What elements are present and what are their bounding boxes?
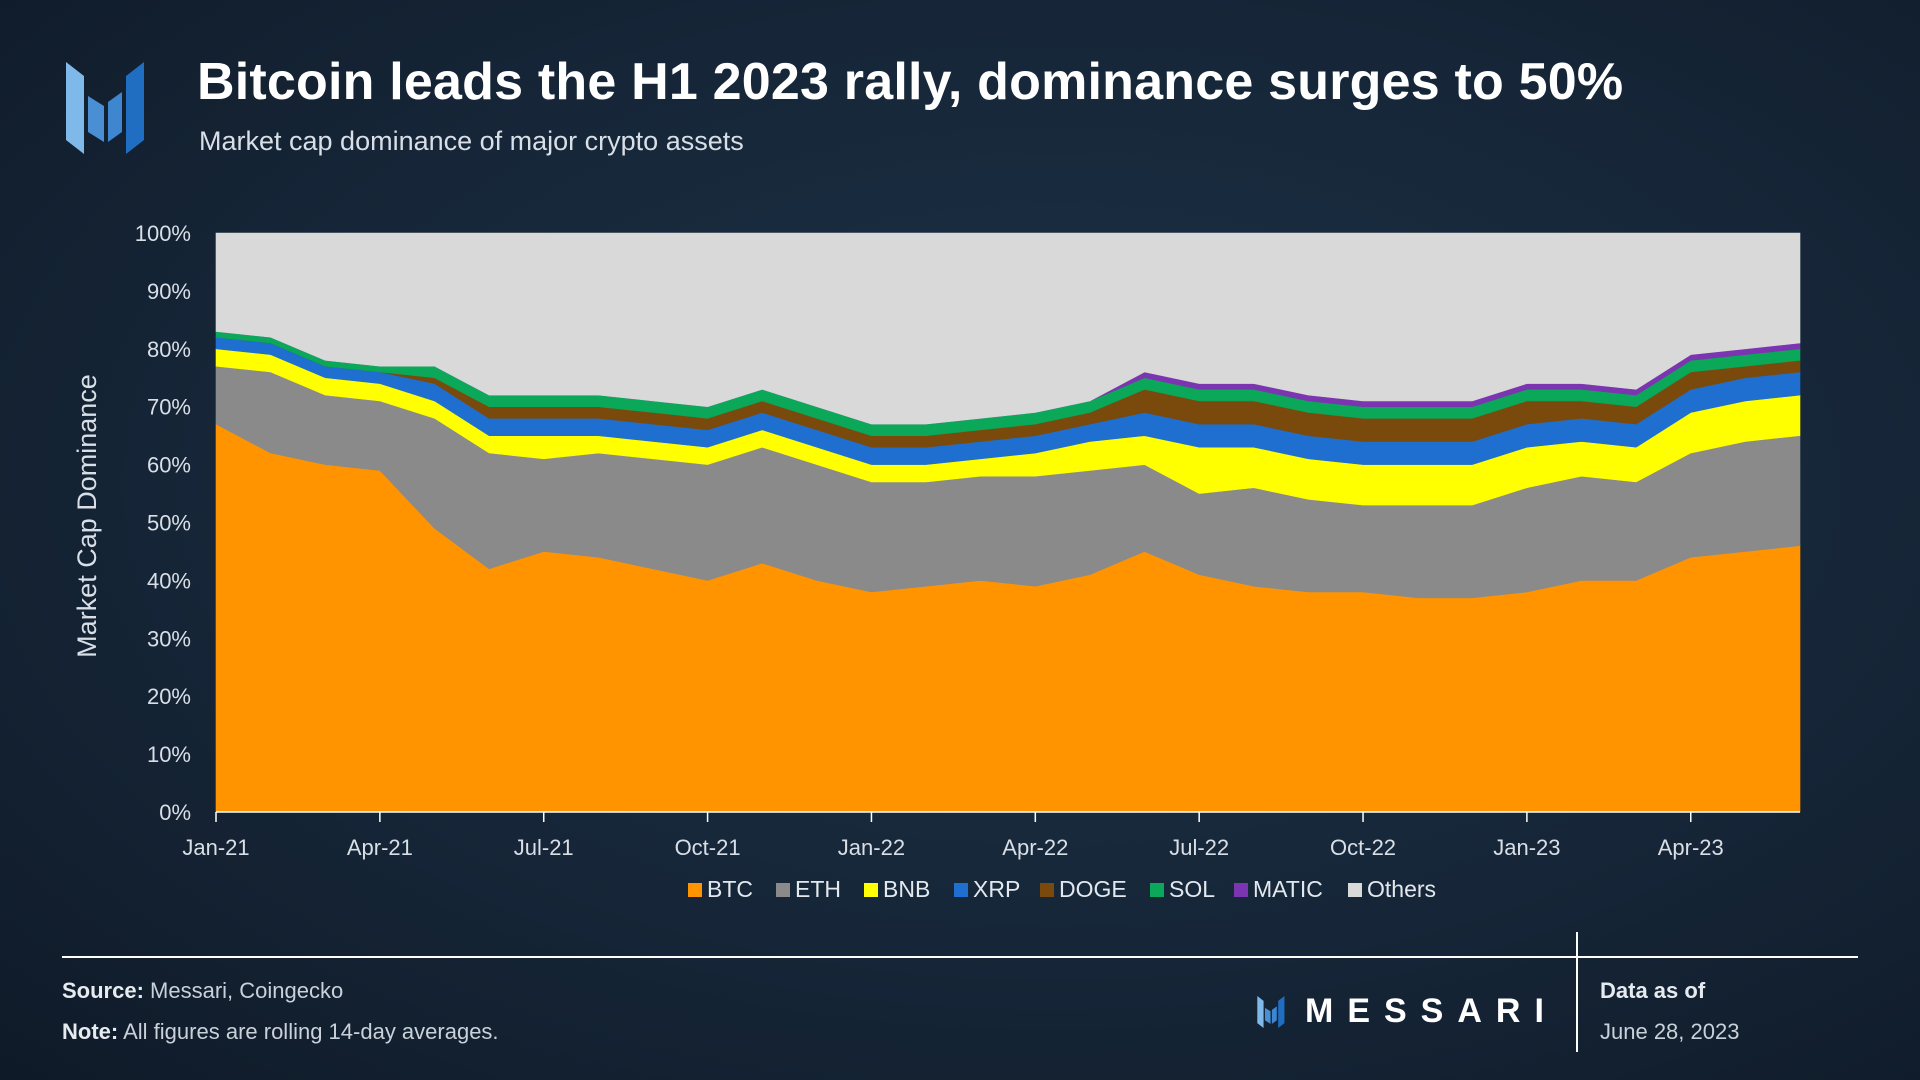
legend-label: BTC — [707, 876, 753, 902]
legend-swatch — [864, 883, 878, 897]
legend-swatch — [1234, 883, 1248, 897]
legend-label: Others — [1367, 876, 1436, 902]
legend-label: MATIC — [1253, 876, 1323, 902]
y-tick-label: 0% — [159, 800, 191, 825]
legend-item-matic: MATIC — [1234, 876, 1323, 902]
y-tick-label: 100% — [135, 221, 191, 246]
x-tick-label: Apr-21 — [347, 835, 413, 860]
footer-divider — [62, 956, 1858, 958]
x-tick-label: Oct-22 — [1330, 835, 1396, 860]
data-as-of-label: Data as of — [1600, 978, 1706, 1003]
y-tick-label: 20% — [147, 684, 191, 709]
messari-logo-icon — [66, 62, 144, 154]
y-axis: 0% 10% 20% 30% 40% 50% 60% 70% 80% 90% 100% — [135, 221, 191, 825]
x-axis: Jan-21 Apr-21 Jul-21 Oct-21 Jan-22 Apr-22 Jul-… — [182, 811, 1800, 860]
data-as-of-date: June 28, 2023 — [1600, 1019, 1740, 1044]
legend-item-btc: BTC — [688, 876, 753, 902]
legend-swatch — [1348, 883, 1362, 897]
y-tick-label: 90% — [147, 279, 191, 304]
brand-wordmark: MESSARI — [1305, 992, 1558, 1030]
source-label: Source: — [62, 978, 144, 1003]
x-tick-label: Apr-23 — [1658, 835, 1724, 860]
y-tick-label: 50% — [147, 511, 191, 536]
footer-vertical-divider — [1576, 932, 1578, 1052]
source-note: Source: Messari, Coingecko — [62, 978, 343, 1004]
legend-item-bnb: BNB — [864, 876, 930, 902]
legend-label: BNB — [883, 876, 930, 902]
y-tick-label: 80% — [147, 337, 191, 362]
legend-item-eth: ETH — [776, 876, 841, 902]
y-axis-label: Market Cap Dominance — [72, 374, 102, 658]
legend-item-others: Others — [1348, 876, 1436, 902]
x-tick-label: Jan-23 — [1493, 835, 1560, 860]
legend-label: SOL — [1169, 876, 1215, 902]
legend-swatch — [688, 883, 702, 897]
page-title: Bitcoin leads the H1 2023 rally, dominan… — [197, 53, 1624, 111]
note-text: All figures are rolling 14-day averages. — [123, 1019, 499, 1044]
legend-item-sol: SOL — [1150, 876, 1215, 902]
area-others — [215, 232, 1801, 425]
legend-swatch — [954, 883, 968, 897]
legend-label: XRP — [973, 876, 1020, 902]
footnote: Note: All figures are rolling 14-day ave… — [62, 1019, 499, 1045]
legend-label: ETH — [795, 876, 841, 902]
x-tick-label: Jan-21 — [182, 835, 249, 860]
chart-legend: BTC ETH BNB XRP DOGE SOL MATIC Others — [688, 876, 1436, 902]
x-tick-label: Oct-21 — [675, 835, 741, 860]
y-tick-label: 60% — [147, 453, 191, 478]
y-tick-label: 10% — [147, 742, 191, 767]
x-tick-label: Jan-22 — [838, 835, 905, 860]
messari-brand: MESSARI — [1257, 992, 1558, 1031]
legend-label: DOGE — [1059, 876, 1127, 902]
x-tick-label: Jul-21 — [514, 835, 574, 860]
dominance-chart: 0% 10% 20% 30% 40% 50% 60% 70% 80% 90% 100% Jan-21… — [72, 221, 1801, 902]
y-tick-label: 30% — [147, 626, 191, 651]
note-label: Note: — [62, 1019, 119, 1044]
y-tick-label: 40% — [147, 568, 191, 593]
legend-item-xrp: XRP — [954, 876, 1020, 902]
y-tick-label: 70% — [147, 395, 191, 420]
x-tick-label: Jul-22 — [1169, 835, 1229, 860]
messari-brand-icon — [1257, 995, 1285, 1028]
legend-swatch — [776, 883, 790, 897]
page-subtitle: Market cap dominance of major crypto ass… — [199, 126, 744, 156]
legend-swatch — [1150, 883, 1164, 897]
x-tick-label: Apr-22 — [1002, 835, 1068, 860]
legend-item-doge: DOGE — [1040, 876, 1127, 902]
source-text: Messari, Coingecko — [150, 978, 344, 1003]
chart-areas — [215, 232, 1801, 813]
legend-swatch — [1040, 883, 1054, 897]
